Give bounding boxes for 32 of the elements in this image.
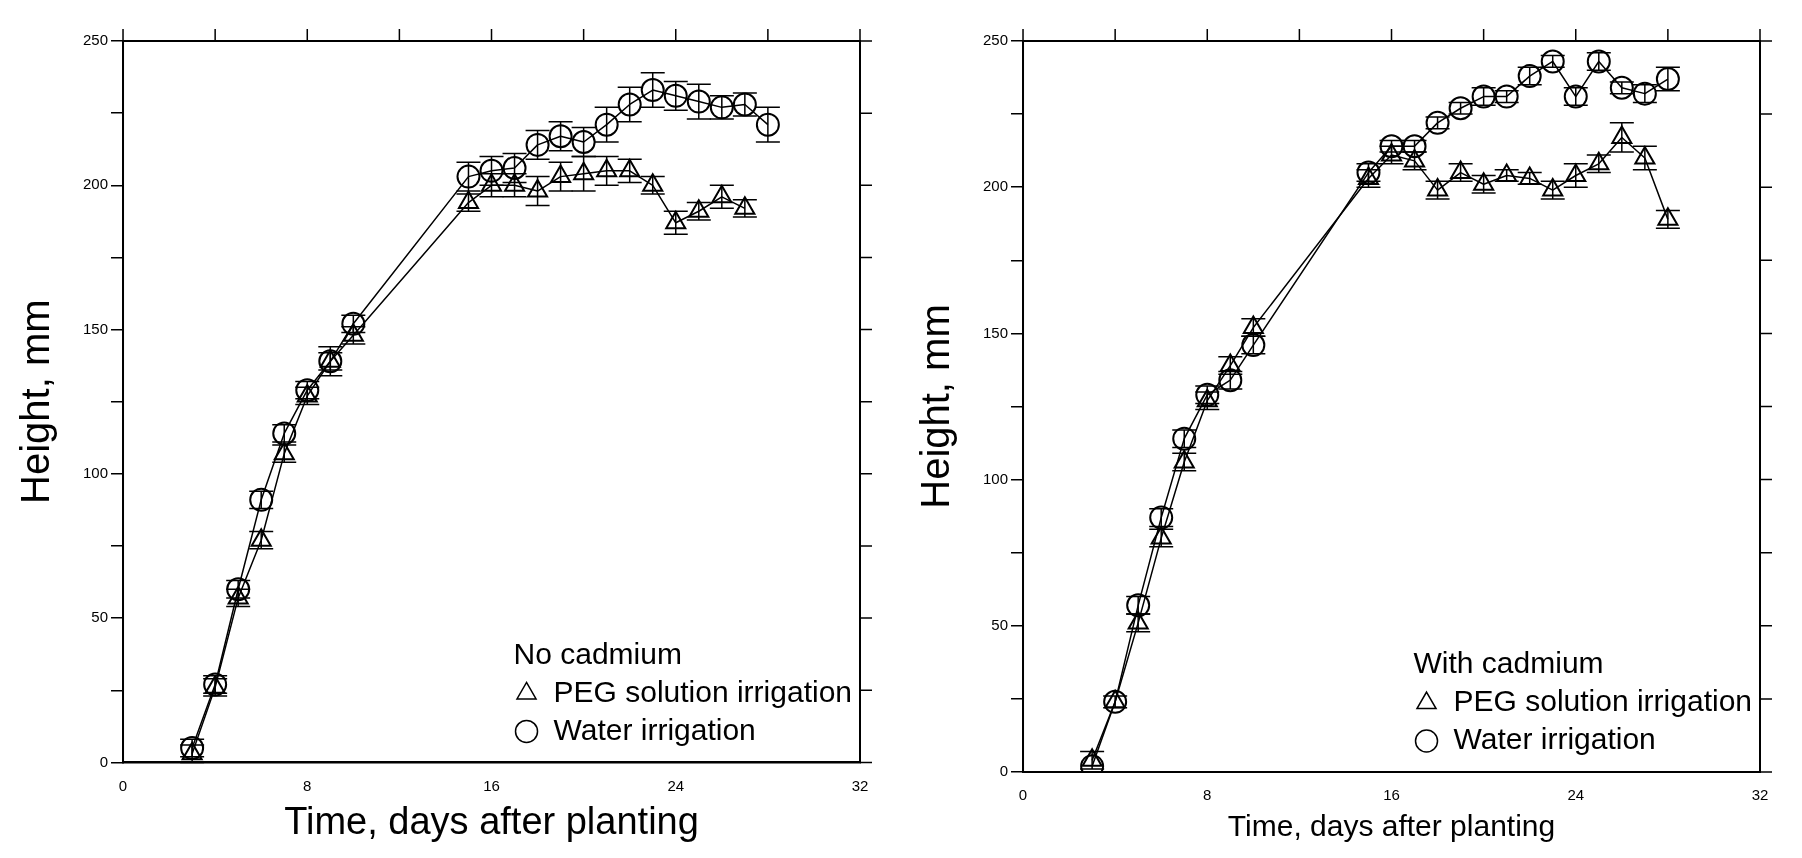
- legend-label: PEG solution irrigation: [1453, 684, 1753, 718]
- x-tick-label: 32: [1751, 786, 1769, 804]
- y-tick-label: 0: [99, 752, 109, 770]
- y-tick-label: 50: [91, 608, 109, 626]
- x-tick-label: 16: [483, 776, 500, 794]
- x-tick-label: 24: [1567, 786, 1585, 804]
- x-tick-label: 0: [118, 776, 128, 794]
- x-axis-title: Time, days after planting: [284, 799, 699, 842]
- y-tick-label: 100: [83, 463, 109, 481]
- y-axis-title: Height, mm: [13, 299, 58, 504]
- x-tick-label: 8: [303, 776, 312, 794]
- legend-title: No cadmium: [513, 636, 682, 670]
- x-axis-title: Time, days after planting: [1227, 809, 1556, 843]
- y-tick-label: 250: [83, 31, 109, 49]
- y-tick-label: 150: [83, 319, 109, 337]
- y-tick-label: 100: [983, 469, 1009, 487]
- y-tick-label: 0: [999, 762, 1009, 780]
- x-tick-label: 0: [1018, 786, 1028, 804]
- y-tick-label: 150: [983, 323, 1009, 341]
- y-tick-label: 200: [983, 177, 1009, 195]
- legend-label: Water irrigation: [553, 712, 756, 746]
- legend-label: PEG solution irrigation: [553, 674, 853, 708]
- y-tick-label: 50: [991, 615, 1009, 633]
- x-tick-label: 24: [667, 776, 685, 794]
- y-axis-title: Height, mm: [913, 304, 958, 509]
- y-tick-label: 250: [983, 31, 1009, 49]
- legend-label: Water irrigation: [1453, 722, 1656, 756]
- x-tick-label: 8: [1203, 786, 1212, 804]
- x-tick-label: 32: [851, 776, 869, 794]
- y-tick-label: 200: [83, 175, 109, 193]
- x-tick-label: 16: [1383, 786, 1400, 804]
- legend-title: With cadmium: [1413, 646, 1604, 680]
